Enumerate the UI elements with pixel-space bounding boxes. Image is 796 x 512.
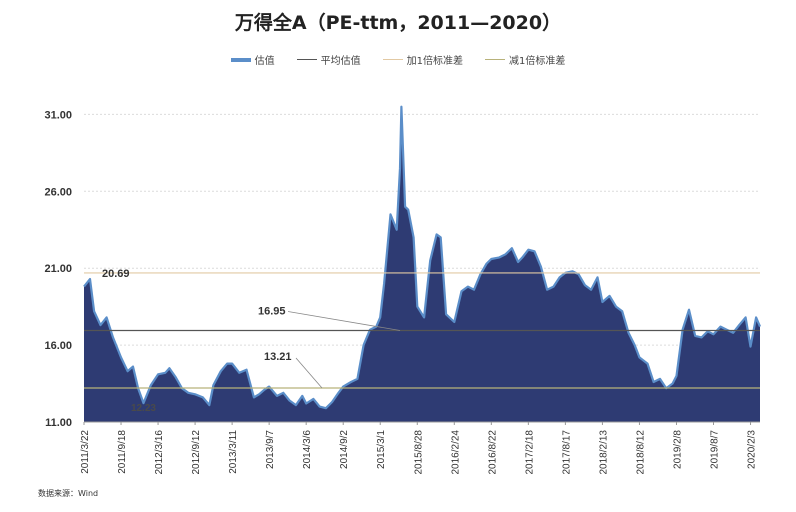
legend-swatch-minus-1sd [485,59,505,60]
x-tick-label: 2015/3/1 [376,430,387,469]
valuation-line [83,105,762,410]
area-layer [83,105,762,422]
y-axis: 11.00 16.00 21.00 26.00 31.00 [44,109,72,429]
x-tick-label: 2011/3/22 [80,430,91,474]
x-tick-label: 2013/3/11 [228,430,239,474]
x-tick-label: 2013/9/7 [265,430,276,469]
legend-swatch-plus-1sd [382,59,403,60]
x-tick-label: 2020/2/3 [747,430,758,469]
x-tick-label: 2012/3/16 [154,430,165,475]
y-tick-label: 21.00 [44,263,72,275]
x-tick-label: 2017/2/18 [524,430,535,475]
plus-1sd-label: 20.69 [102,268,130,280]
minus-1sd-label-leader [295,357,323,389]
source-note: 数据来源：Wind [38,489,99,498]
x-tick-label: 2016/8/22 [487,430,498,475]
y-tick-label: 31.00 [44,109,72,121]
y-tick-label: 16.00 [44,340,72,352]
legend-item-valuation[interactable]: 估值 [230,52,275,67]
x-tick-label: 2011/9/18 [117,430,128,474]
minus-1sd-label: 13.21 [264,351,292,363]
legend-swatch-mean [296,59,317,60]
x-tick-label: 2019/2/8 [672,430,683,469]
y-tick-label: 26.00 [44,186,72,198]
chart-legend: 估值 平均估值 加1倍标准差 减1倍标准差 [0,52,796,67]
legend-swatch-valuation [230,57,251,62]
reference-lines-layer [84,272,760,389]
x-tick-label: 2019/8/7 [710,430,721,469]
legend-label-mean: 平均估值 [320,56,361,67]
x-tick-label: 2012/9/12 [191,430,202,475]
x-tick-label: 2017/8/17 [561,430,572,475]
legend-label-plus-1sd: 加1倍标准差 [406,56,463,67]
mean-label-leader [287,311,401,331]
min-value-label: 12.23 [131,403,156,414]
legend-item-minus-1sd[interactable]: 减1倍标准差 [485,52,565,67]
x-axis: 2011/3/22 2011/9/18 2012/3/16 2012/9/12 2013… [80,421,760,475]
mean-label: 16.95 [258,305,286,317]
x-tick-label: 2015/8/28 [413,430,424,475]
x-tick-label: 2014/3/6 [302,430,313,469]
x-tick-label: 2016/2/24 [450,430,461,475]
valuation-area [84,106,760,422]
chart-title: 万得全A（PE-ttm，2011—2020） [234,12,562,34]
legend-item-plus-1sd[interactable]: 加1倍标准差 [382,52,463,67]
x-tick-label: 2018/2/13 [598,430,609,475]
y-tick-label: 11.00 [45,417,72,429]
x-tick-label: 2018/8/12 [635,430,646,475]
legend-label-minus-1sd: 减1倍标准差 [509,56,566,67]
x-tick-label: 2014/9/2 [339,430,350,469]
legend-item-mean[interactable]: 平均估值 [296,52,361,67]
annotations-layer: 20.69 16.95 13.21 12.23 [102,268,401,414]
legend-label-valuation: 估值 [254,56,275,67]
